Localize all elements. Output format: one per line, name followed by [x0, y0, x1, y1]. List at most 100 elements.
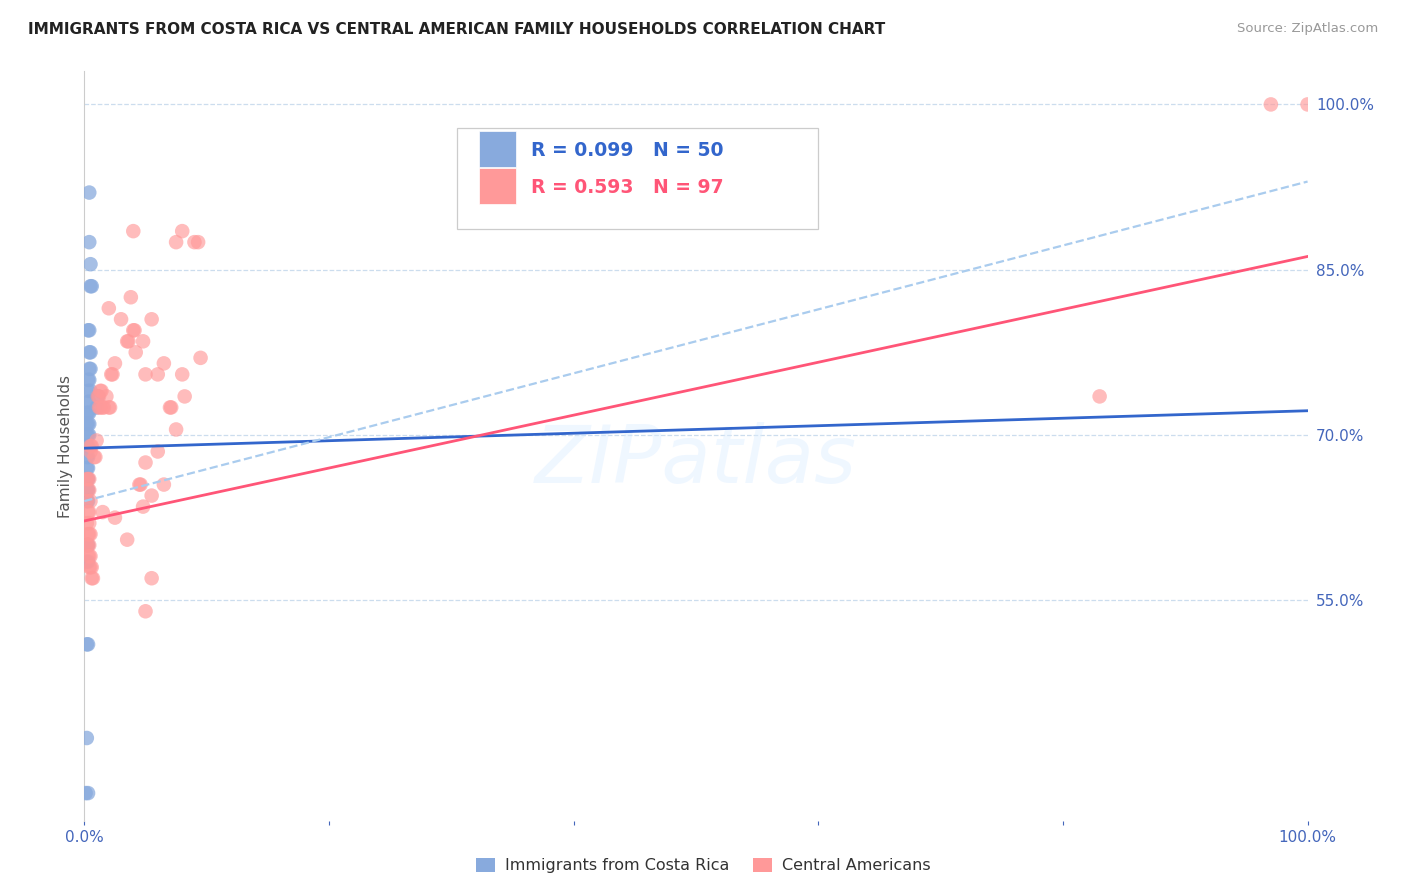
Point — [125, 345, 148, 359]
Point — [77, 362, 100, 376]
Point — [77, 786, 100, 800]
Point — [77, 527, 100, 541]
Point — [96, 389, 118, 403]
Point — [77, 527, 100, 541]
Point — [77, 560, 100, 574]
Point — [76, 472, 98, 486]
Point — [77, 428, 100, 442]
Point — [172, 224, 194, 238]
Y-axis label: Family Households: Family Households — [58, 375, 73, 517]
Text: Source: ZipAtlas.com: Source: ZipAtlas.com — [1237, 22, 1378, 36]
Point — [122, 323, 145, 337]
Point — [86, 401, 108, 415]
Text: R = 0.593   N = 97: R = 0.593 N = 97 — [531, 178, 724, 197]
Point — [132, 500, 155, 514]
Point — [79, 444, 101, 458]
Point — [98, 401, 121, 415]
Point — [93, 401, 115, 415]
Text: ZIPatlas: ZIPatlas — [534, 422, 858, 500]
Point — [84, 450, 107, 464]
FancyBboxPatch shape — [457, 128, 818, 228]
Point — [80, 560, 103, 574]
Point — [77, 549, 100, 564]
Point — [89, 401, 111, 415]
Point — [76, 417, 98, 431]
Point — [165, 235, 187, 249]
Point — [173, 389, 195, 403]
Point — [77, 483, 100, 497]
Point — [79, 279, 101, 293]
Point — [153, 356, 176, 370]
Point — [77, 494, 100, 508]
Point — [87, 389, 110, 403]
Point — [76, 472, 98, 486]
Point — [76, 494, 98, 508]
Point — [187, 235, 209, 249]
Point — [120, 290, 142, 304]
Point — [77, 637, 100, 651]
Point — [146, 368, 169, 382]
Point — [1260, 97, 1282, 112]
Point — [76, 516, 98, 530]
Point — [80, 279, 103, 293]
Point — [90, 384, 112, 398]
Point — [77, 323, 100, 337]
Point — [190, 351, 212, 365]
Point — [79, 345, 101, 359]
Point — [77, 417, 100, 431]
Point — [76, 406, 98, 420]
Point — [135, 456, 157, 470]
Point — [110, 312, 132, 326]
Point — [97, 301, 120, 316]
Text: R = 0.099   N = 50: R = 0.099 N = 50 — [531, 141, 723, 160]
Point — [77, 538, 100, 552]
Point — [104, 510, 127, 524]
Point — [77, 235, 100, 249]
Point — [100, 368, 122, 382]
Point — [1088, 389, 1111, 403]
Point — [77, 406, 100, 420]
Point — [87, 401, 110, 415]
Point — [77, 472, 100, 486]
Point — [77, 395, 100, 409]
Point — [76, 731, 98, 745]
Point — [76, 461, 98, 475]
Point — [87, 389, 110, 403]
Point — [80, 439, 103, 453]
Point — [124, 323, 146, 337]
Point — [77, 549, 100, 564]
Point — [77, 538, 100, 552]
Point — [79, 439, 101, 453]
Point — [79, 527, 101, 541]
Point — [77, 384, 100, 398]
Point — [91, 401, 114, 415]
Point — [115, 533, 138, 547]
Point — [77, 439, 100, 453]
Point — [1296, 97, 1319, 112]
Point — [76, 428, 98, 442]
Point — [77, 323, 100, 337]
FancyBboxPatch shape — [479, 130, 516, 167]
Point — [79, 549, 101, 564]
Point — [76, 538, 98, 552]
Point — [79, 257, 101, 271]
Point — [183, 235, 205, 249]
Point — [77, 428, 100, 442]
Point — [128, 477, 150, 491]
Point — [77, 483, 100, 497]
Point — [77, 472, 100, 486]
Point — [82, 571, 104, 585]
Point — [77, 505, 100, 519]
Point — [77, 417, 100, 431]
Point — [132, 334, 155, 349]
Point — [135, 368, 157, 382]
Point — [76, 483, 98, 497]
Legend: Immigrants from Costa Rica, Central Americans: Immigrants from Costa Rica, Central Amer… — [470, 851, 936, 880]
Point — [76, 439, 98, 453]
Point — [79, 384, 101, 398]
Point — [77, 345, 100, 359]
Point — [146, 444, 169, 458]
Text: IMMIGRANTS FROM COSTA RICA VS CENTRAL AMERICAN FAMILY HOUSEHOLDS CORRELATION CHA: IMMIGRANTS FROM COSTA RICA VS CENTRAL AM… — [28, 22, 886, 37]
Point — [115, 334, 138, 349]
Point — [76, 538, 98, 552]
